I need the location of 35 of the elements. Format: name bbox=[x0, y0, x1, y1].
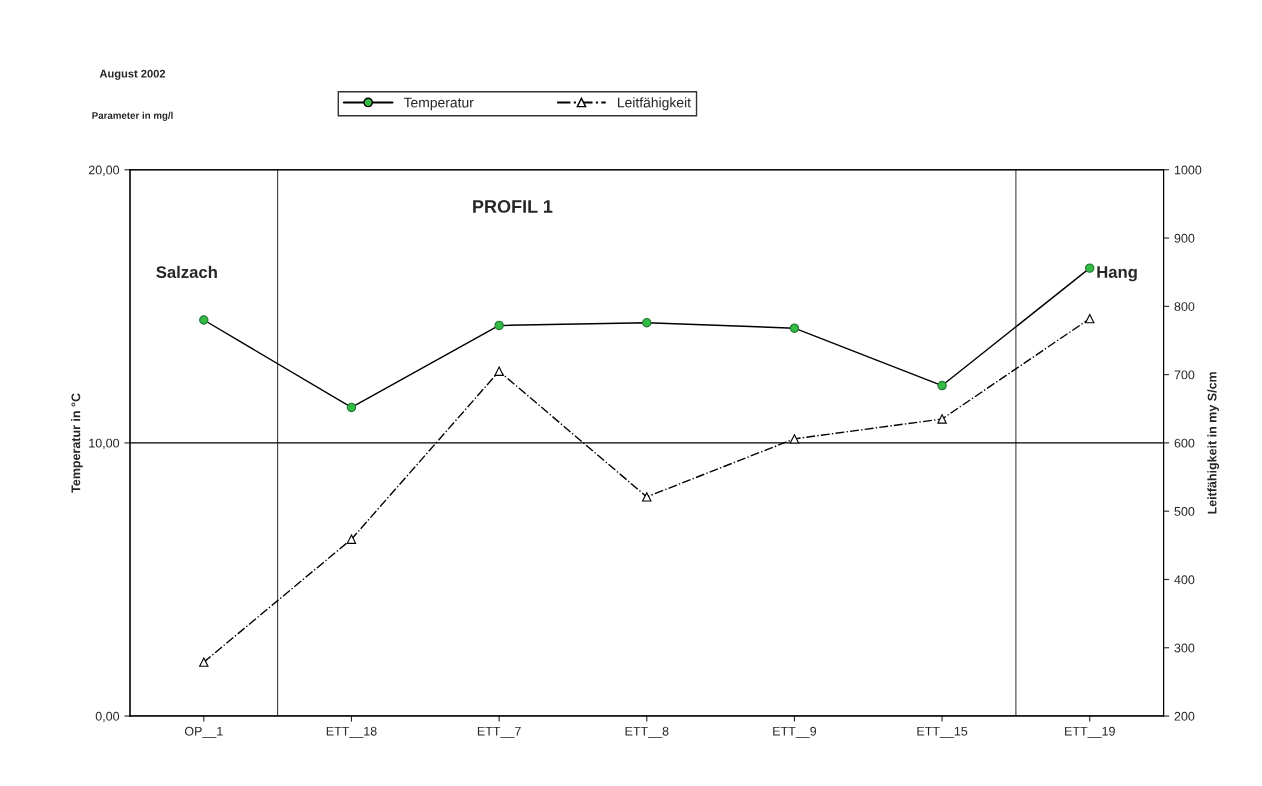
y2-tick-label: 600 bbox=[1174, 438, 1195, 448]
x-tick-label: ETT__7 bbox=[477, 726, 521, 739]
y2-axis-title: Leitfähigkeit in my S/cm bbox=[1207, 372, 1220, 514]
y2-tick-label: 200 bbox=[1174, 711, 1195, 721]
x-tick-label: ETT__8 bbox=[625, 726, 669, 739]
point bbox=[199, 657, 209, 667]
y2-tick-label: 1000 bbox=[1174, 165, 1202, 175]
point bbox=[789, 434, 800, 444]
x-tick-label: ETT__15 bbox=[917, 726, 968, 739]
text: PROFIL 1 bbox=[473, 200, 553, 213]
annotation: Hang bbox=[1097, 266, 1137, 282]
y-tick-label: 10,00 bbox=[89, 438, 120, 450]
y-tick-label: 0,00 bbox=[95, 711, 120, 723]
legend-label: Temperatur bbox=[403, 97, 474, 111]
x-tick-label: ETT__9 bbox=[773, 726, 817, 739]
y-tick-label: 20,00 bbox=[88, 165, 120, 176]
point bbox=[1085, 313, 1095, 324]
y2-tick-label: 400 bbox=[1174, 575, 1195, 585]
y2-tick-label: 700 bbox=[1174, 370, 1195, 380]
point bbox=[937, 414, 947, 424]
x-tick-label: OP__1 bbox=[184, 726, 223, 739]
point bbox=[494, 366, 504, 376]
text: Parameter in mg/l bbox=[92, 111, 173, 121]
x-tick-label: ETT__19 bbox=[1065, 726, 1115, 739]
y2-tick-label: 300 bbox=[1174, 643, 1195, 653]
y2-tick-label: 800 bbox=[1174, 302, 1195, 311]
x-tick-label: ETT__18 bbox=[326, 726, 377, 739]
y2-tick-label: 500 bbox=[1174, 507, 1195, 516]
point bbox=[642, 492, 652, 502]
legend-label: Leitfähigkeit bbox=[618, 97, 691, 111]
y-axis-title: Temperatur in °C bbox=[71, 393, 83, 493]
y2-tick-label: 900 bbox=[1174, 233, 1195, 243]
text: August 2002 bbox=[99, 69, 166, 80]
annotation: Salzach bbox=[156, 265, 217, 279]
point bbox=[346, 534, 357, 544]
